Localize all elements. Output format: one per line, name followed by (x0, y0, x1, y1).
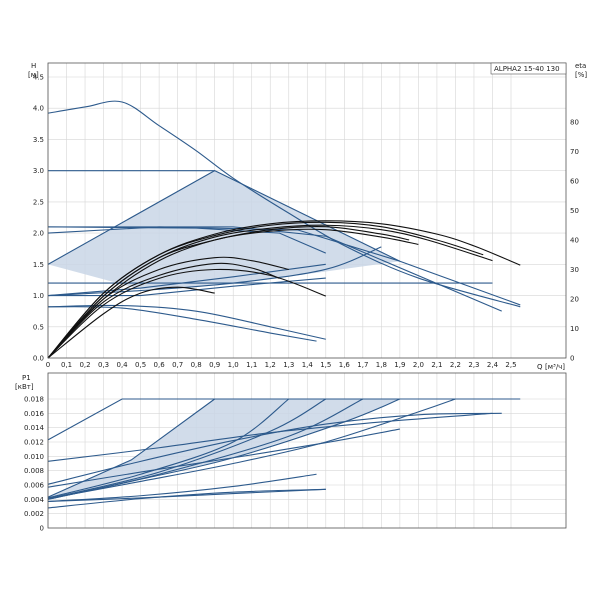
x-tick-label: 0,2 (79, 361, 90, 369)
x-tick-label: 0 (46, 361, 50, 369)
power-y-tick-label: 0.006 (24, 482, 45, 490)
power-axis-unit: [кВт] (15, 383, 34, 391)
eta-y-tick-label: 50 (570, 207, 579, 215)
head-y-tick-label: 2.5 (33, 198, 44, 206)
power-curve (47, 398, 327, 500)
power-curve (47, 473, 317, 503)
head-curve (48, 226, 502, 312)
head-curve (47, 100, 521, 308)
x-tick-label: 1,3 (283, 361, 294, 369)
x-tick-label: 0,8 (191, 361, 202, 369)
x-tick-label: 0,5 (135, 361, 146, 369)
x-tick-label: 0,1 (61, 361, 72, 369)
power-curve (47, 398, 521, 441)
x-tick-label: 0,6 (154, 361, 166, 369)
eta-y-tick-label: 70 (570, 148, 579, 156)
x-tick-label: 0,4 (117, 361, 129, 369)
head-y-tick-label: 1.5 (33, 261, 44, 269)
power-axis-label: P1 (22, 374, 31, 382)
power-chart-shaded-zone (48, 399, 400, 498)
power-curve (47, 428, 400, 488)
eta-curve (47, 262, 280, 359)
head-y-tick-label: 3.0 (33, 167, 44, 175)
eta-y-tick-label: 80 (570, 119, 579, 127)
eta-y-tick-label: 40 (570, 237, 579, 245)
power-curve (47, 398, 216, 498)
power-y-tick-label: 0.008 (24, 467, 44, 475)
power-chart-gridlines (47, 373, 566, 529)
flow-axis-label: Q (537, 363, 543, 371)
power-curve (47, 488, 326, 503)
power-chart-frame (47, 372, 567, 529)
x-tick-label: 1,9 (394, 361, 405, 369)
eta-curve (47, 268, 326, 359)
head-chart-gridlines (47, 63, 566, 359)
power-curve (47, 398, 456, 500)
head-chart-series (47, 100, 521, 359)
power-curve (47, 412, 493, 462)
power-chart-ticks: 0 0.002 0.004 0.006 0.008 0.010 0.012 0.014 0.01… (24, 396, 45, 533)
x-tick-label: 2,0 (413, 361, 424, 369)
power-y-tick-label: 0.018 (24, 396, 44, 404)
power-y-tick-label: 0.004 (24, 496, 45, 504)
head-chart-frame (47, 62, 567, 359)
power-chart-series (47, 398, 521, 509)
x-tick-label: 1,1 (246, 361, 257, 369)
proportional-power-zone (48, 399, 400, 498)
head-curve (48, 277, 326, 297)
head-curve (47, 306, 317, 342)
eta-curve (47, 221, 484, 359)
x-tick-label: 1,5 (320, 361, 331, 369)
head-curve (47, 226, 401, 262)
model-label-box (490, 62, 567, 75)
x-tick-label: 1,8 (376, 361, 387, 369)
power-y-tick-label: 0.016 (24, 410, 45, 418)
power-y-tick-label: 0.010 (24, 453, 44, 461)
head-axis-unit: [м] (28, 71, 39, 79)
head-y-tick-label: 4.0 (33, 105, 44, 113)
eta-y-tick-label: 0 (570, 355, 574, 363)
x-tick-label: 0,7 (172, 361, 183, 369)
power-y-tick-label: 0.014 (24, 424, 45, 432)
power-y-tick-label: 0 (40, 525, 44, 533)
head-curve (47, 246, 382, 297)
eta-y-tick-label: 60 (570, 178, 579, 186)
eta-curve (47, 286, 215, 359)
power-curve (47, 398, 290, 499)
head-chart-ticks: 0 0,1 0,2 0,3 0,4 0,5 0,6 0,7 0,8 0,9 1,0 1,1 1,2 1,3… (33, 74, 579, 370)
eta-axis-unit: [%] (575, 71, 587, 79)
head-y-tick-label: 4.5 (33, 74, 44, 82)
power-y-tick-label: 0.002 (24, 510, 44, 518)
flow-axis-unit: [м³/ч] (545, 363, 565, 371)
power-curve (47, 488, 326, 509)
x-tick-label: 1,4 (302, 361, 314, 369)
eta-curve (47, 256, 289, 359)
eta-y-tick-label: 10 (570, 325, 579, 333)
head-axis-label: H (31, 62, 36, 70)
head-curve (47, 263, 326, 297)
x-tick-label: 1,6 (339, 361, 351, 369)
head-y-tick-label: 1.0 (33, 292, 44, 300)
x-tick-label: 2,2 (450, 361, 461, 369)
head-y-tick-label: 0.5 (33, 323, 44, 331)
x-tick-label: 2,4 (487, 361, 499, 369)
x-tick-label: 1,2 (265, 361, 276, 369)
head-y-tick-label: 2.0 (33, 230, 44, 238)
head-y-tick-label: 0.0 (33, 355, 44, 363)
x-tick-label: 0,9 (209, 361, 220, 369)
x-tick-label: 2,5 (505, 361, 516, 369)
x-tick-label: 0,3 (98, 361, 109, 369)
model-label: ALPHA2 15-40 130 (494, 65, 560, 73)
head-y-tick-label: 3.5 (33, 136, 44, 144)
x-tick-label: 2,1 (431, 361, 442, 369)
eta-y-tick-label: 30 (570, 266, 579, 274)
power-y-tick-label: 0.012 (24, 439, 44, 447)
eta-axis-label: eta (575, 62, 586, 70)
x-tick-label: 1,7 (357, 361, 368, 369)
eta-y-tick-label: 20 (570, 296, 579, 304)
x-tick-label: 2,3 (468, 361, 479, 369)
x-tick-label: 1,0 (228, 361, 239, 369)
